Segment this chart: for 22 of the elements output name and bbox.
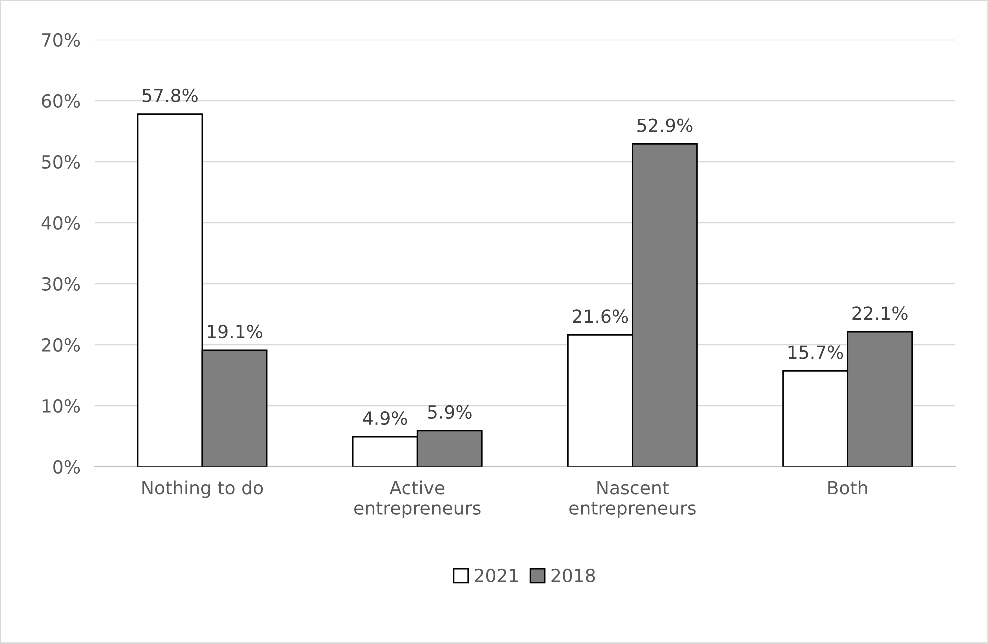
legend-label: 2018 <box>552 568 596 583</box>
y-tick-label: 20% <box>42 338 80 352</box>
y-tick-label: 70% <box>42 33 80 48</box>
data-label: 22.1% <box>852 306 908 320</box>
y-tick-label: 10% <box>42 399 80 414</box>
data-label: 4.9% <box>363 412 408 426</box>
x-tick-label: Nascent entrepreneurs <box>570 481 696 518</box>
data-label: 57.8% <box>142 88 198 103</box>
data-label: 52.9% <box>638 118 693 132</box>
y-tick-label: 30% <box>42 277 80 292</box>
y-tick-label: 40% <box>42 216 80 230</box>
data-label: 21.6% <box>573 310 628 324</box>
x-tick-label: Active entrepreneurs <box>354 480 481 518</box>
x-tick-label: Nothing to do <box>142 480 264 498</box>
data-label: 5.9% <box>428 405 472 420</box>
x-tick-label: Both <box>828 480 868 495</box>
y-tick-label: 0% <box>54 460 80 474</box>
legend-label: 2021 <box>475 568 518 583</box>
y-tick-label: 60% <box>42 94 80 108</box>
data-label: 15.7% <box>788 346 844 360</box>
data-label: 19.1% <box>208 324 262 339</box>
y-tick-label: 50% <box>42 155 80 170</box>
